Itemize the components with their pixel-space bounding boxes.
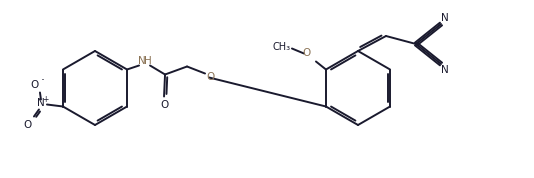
Text: O: O [31,80,39,90]
Text: O: O [160,100,168,109]
Text: N: N [37,98,45,109]
Text: CH₃: CH₃ [273,41,291,51]
Text: H: H [144,56,152,67]
Text: +: + [42,95,48,104]
Text: O: O [303,48,311,57]
Text: N: N [441,65,449,75]
Text: N: N [441,13,449,23]
Text: N: N [138,56,146,67]
Text: ·: · [41,74,45,87]
Text: O: O [206,72,214,82]
Text: O: O [24,121,32,130]
